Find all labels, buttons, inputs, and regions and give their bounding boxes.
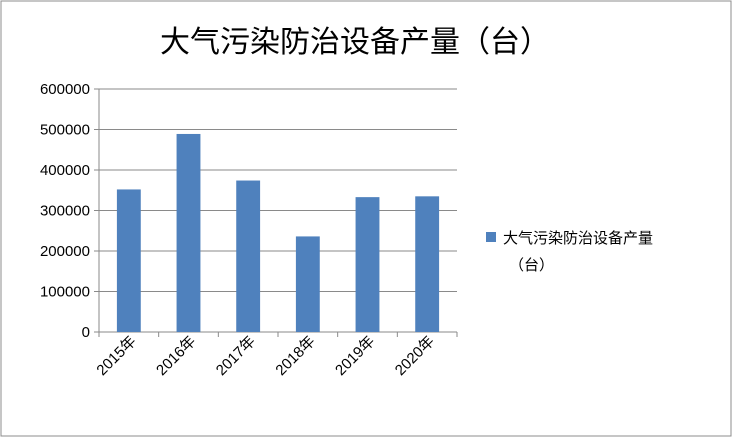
legend-label-line-2: （台）	[509, 256, 554, 274]
bar	[176, 133, 201, 332]
bar	[295, 236, 320, 332]
y-tick-label: 0	[82, 324, 90, 341]
bar	[415, 196, 440, 332]
legend: 大气污染防治设备产量 （台）	[486, 229, 653, 274]
y-tick-label: 300000	[40, 203, 90, 220]
bar	[116, 189, 141, 332]
axes	[94, 88, 458, 337]
legend-swatch	[486, 232, 496, 242]
gridlines	[99, 88, 457, 292]
y-tick-label: 100000	[40, 284, 90, 301]
legend-label-line-1: 大气污染防治设备产量	[503, 229, 653, 247]
chart-title: 大气污染防治设备产量（台）	[160, 25, 550, 60]
y-tick-labels: 0 100000 200000 300000 400000 500000 600000	[40, 81, 90, 341]
y-tick-label: 200000	[40, 243, 90, 260]
bars	[116, 133, 440, 332]
y-tick-label: 500000	[40, 122, 90, 139]
y-tick-label: 600000	[40, 81, 90, 98]
bar	[355, 197, 380, 332]
y-tick-label: 400000	[40, 162, 90, 179]
bar	[236, 180, 261, 332]
